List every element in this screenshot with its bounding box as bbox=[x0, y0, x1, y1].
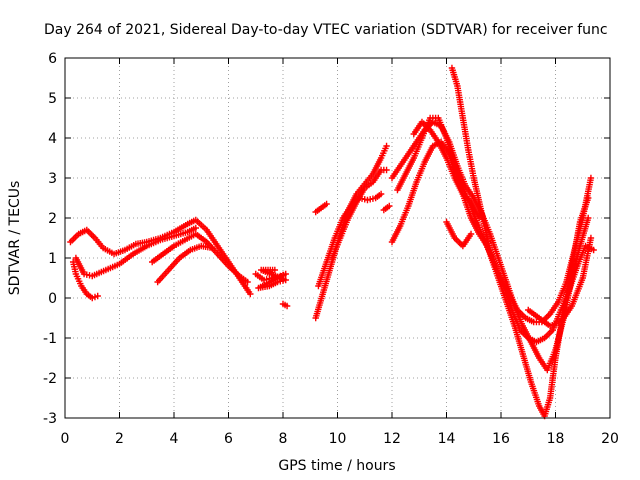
x-axis-title: GPS time / hours bbox=[278, 458, 395, 474]
data-point bbox=[587, 234, 595, 242]
y-tick-label: 5 bbox=[48, 91, 57, 107]
x-tick-label: 2 bbox=[115, 431, 124, 447]
data-point bbox=[467, 230, 475, 238]
data-point bbox=[94, 292, 101, 300]
data-point bbox=[323, 200, 330, 208]
data-point bbox=[585, 214, 592, 222]
data-point bbox=[192, 224, 199, 232]
data-points bbox=[67, 64, 597, 420]
data-point bbox=[283, 302, 291, 310]
chart-title: Day 264 of 2021, Sidereal Day-to-day VTE… bbox=[44, 22, 608, 38]
x-tick-label: 12 bbox=[383, 431, 401, 447]
y-axis-title: SDTVAR / TECUs bbox=[7, 181, 23, 296]
y-tick-label: 2 bbox=[48, 211, 57, 227]
data-point bbox=[383, 142, 390, 150]
y-tick-label: -3 bbox=[43, 411, 57, 427]
data-point bbox=[271, 266, 279, 274]
data-point bbox=[587, 174, 595, 182]
data-point bbox=[377, 190, 385, 198]
data-point bbox=[386, 202, 393, 210]
y-tick-label: 1 bbox=[48, 251, 57, 267]
data-point bbox=[244, 278, 251, 286]
x-tick-label: 4 bbox=[170, 431, 179, 447]
data-point bbox=[383, 166, 390, 174]
x-tick-label: 16 bbox=[492, 431, 510, 447]
y-tick-label: -2 bbox=[43, 371, 57, 387]
y-tick-label: -1 bbox=[43, 331, 57, 347]
data-point bbox=[476, 214, 483, 222]
x-tick-label: 8 bbox=[279, 431, 288, 447]
x-tick-label: 0 bbox=[61, 431, 70, 447]
x-tick-label: 20 bbox=[601, 431, 619, 447]
data-point bbox=[208, 244, 216, 252]
data-point bbox=[590, 246, 597, 254]
y-tick-label: 3 bbox=[48, 171, 57, 187]
data-point bbox=[247, 290, 254, 298]
x-tick-label: 14 bbox=[438, 431, 456, 447]
x-tick-label: 18 bbox=[547, 431, 565, 447]
y-tick-label: 6 bbox=[48, 51, 57, 67]
y-tick-label: 4 bbox=[48, 131, 57, 147]
x-tick-label: 10 bbox=[329, 431, 347, 447]
y-tick-label: 0 bbox=[48, 291, 57, 307]
x-tick-label: 6 bbox=[224, 431, 233, 447]
